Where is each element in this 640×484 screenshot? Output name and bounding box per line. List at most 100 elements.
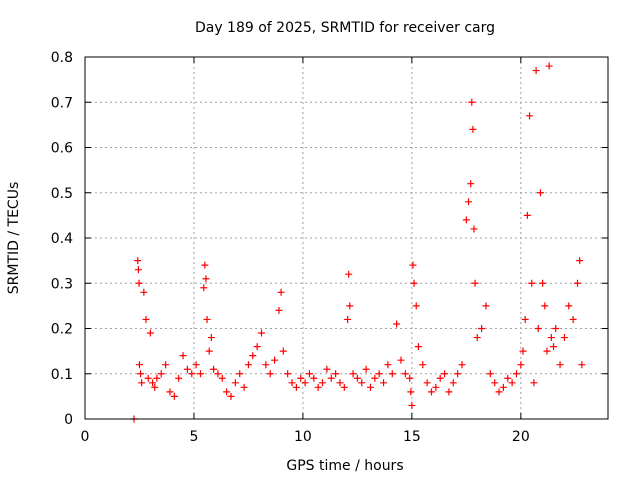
x-tick-label: 5 xyxy=(189,429,198,445)
data-point xyxy=(504,374,512,382)
data-point xyxy=(258,329,266,337)
data-point xyxy=(179,352,187,360)
data-point xyxy=(401,370,409,378)
data-point xyxy=(292,383,300,391)
data-point xyxy=(223,388,231,396)
data-point xyxy=(240,383,248,391)
data-point xyxy=(517,361,525,369)
data-point xyxy=(262,361,270,369)
axis-ticks: 0 5 10 15 20 0 0.1 0.2 0.3 0.4 0.5 0.6 0.7 0.8 xyxy=(51,50,608,445)
y-tick-label: 0.4 xyxy=(51,231,73,247)
data-point xyxy=(521,315,529,323)
grid-lines xyxy=(85,57,608,419)
data-point xyxy=(203,315,211,323)
data-point xyxy=(275,306,283,314)
data-point xyxy=(486,370,494,378)
data-point xyxy=(412,302,420,310)
data-point xyxy=(319,379,327,387)
data-point xyxy=(388,370,396,378)
data-point xyxy=(170,392,178,400)
data-point xyxy=(149,379,157,387)
x-tick-label: 20 xyxy=(512,429,530,445)
plot-frame xyxy=(84,56,609,420)
data-point xyxy=(210,365,218,373)
data-point xyxy=(196,370,204,378)
data-point xyxy=(436,374,444,382)
data-point xyxy=(499,383,507,391)
data-point xyxy=(550,343,558,351)
data-point xyxy=(414,343,422,351)
data-point xyxy=(560,334,568,342)
data-point xyxy=(578,361,586,369)
y-axis-label: SRMTID / TECUs xyxy=(6,182,22,295)
data-point xyxy=(288,379,296,387)
data-point xyxy=(142,315,150,323)
data-point xyxy=(552,325,560,332)
data-point xyxy=(519,347,527,355)
data-point xyxy=(244,361,252,369)
data-point xyxy=(478,325,486,332)
data-point xyxy=(227,392,235,400)
data-point xyxy=(441,370,449,378)
data-point xyxy=(153,374,161,382)
data-point xyxy=(523,211,531,219)
data-point xyxy=(408,401,416,409)
data-point xyxy=(183,365,191,373)
x-tick-label: 15 xyxy=(403,429,421,445)
data-point xyxy=(332,370,340,378)
data-point xyxy=(491,379,499,387)
data-point xyxy=(135,279,143,287)
data-point xyxy=(380,379,388,387)
data-point xyxy=(534,325,542,332)
data-point xyxy=(458,361,466,369)
data-point xyxy=(556,361,564,369)
data-point xyxy=(305,370,313,378)
data-point xyxy=(371,374,379,382)
data-point xyxy=(253,343,261,351)
data-point xyxy=(573,279,581,287)
data-point xyxy=(151,383,159,391)
data-point xyxy=(445,388,453,396)
data-point xyxy=(284,370,292,378)
data-point xyxy=(346,302,354,310)
data-point xyxy=(409,261,417,269)
data-point xyxy=(470,225,478,233)
data-point xyxy=(528,279,536,287)
data-points xyxy=(130,62,586,423)
data-point xyxy=(266,370,274,378)
y-tick-label: 0.7 xyxy=(51,95,73,111)
data-point xyxy=(423,379,431,387)
data-point xyxy=(277,288,285,296)
data-point xyxy=(323,365,331,373)
y-tick-label: 0.2 xyxy=(51,322,73,338)
y-tick-label: 0.1 xyxy=(51,367,73,383)
data-point xyxy=(327,374,335,382)
data-point xyxy=(137,370,145,378)
data-point xyxy=(427,388,435,396)
data-point xyxy=(205,347,213,355)
y-tick-label: 0.8 xyxy=(51,50,73,66)
data-point xyxy=(353,374,361,382)
data-point xyxy=(192,361,200,369)
data-point xyxy=(449,379,457,387)
data-point xyxy=(157,370,165,378)
data-point xyxy=(236,370,244,378)
data-point xyxy=(310,374,318,382)
data-point xyxy=(166,388,174,396)
data-point xyxy=(569,315,577,323)
data-point xyxy=(134,257,142,265)
data-point xyxy=(530,379,538,387)
data-point xyxy=(207,334,215,342)
data-point xyxy=(362,365,370,373)
data-point xyxy=(565,302,573,310)
data-point xyxy=(465,198,473,206)
data-point xyxy=(541,302,549,310)
data-point xyxy=(407,388,415,396)
data-point xyxy=(175,374,183,382)
data-point xyxy=(345,270,353,278)
data-point xyxy=(366,383,374,391)
data-point xyxy=(532,67,540,75)
data-point xyxy=(406,374,414,382)
data-point xyxy=(336,379,344,387)
